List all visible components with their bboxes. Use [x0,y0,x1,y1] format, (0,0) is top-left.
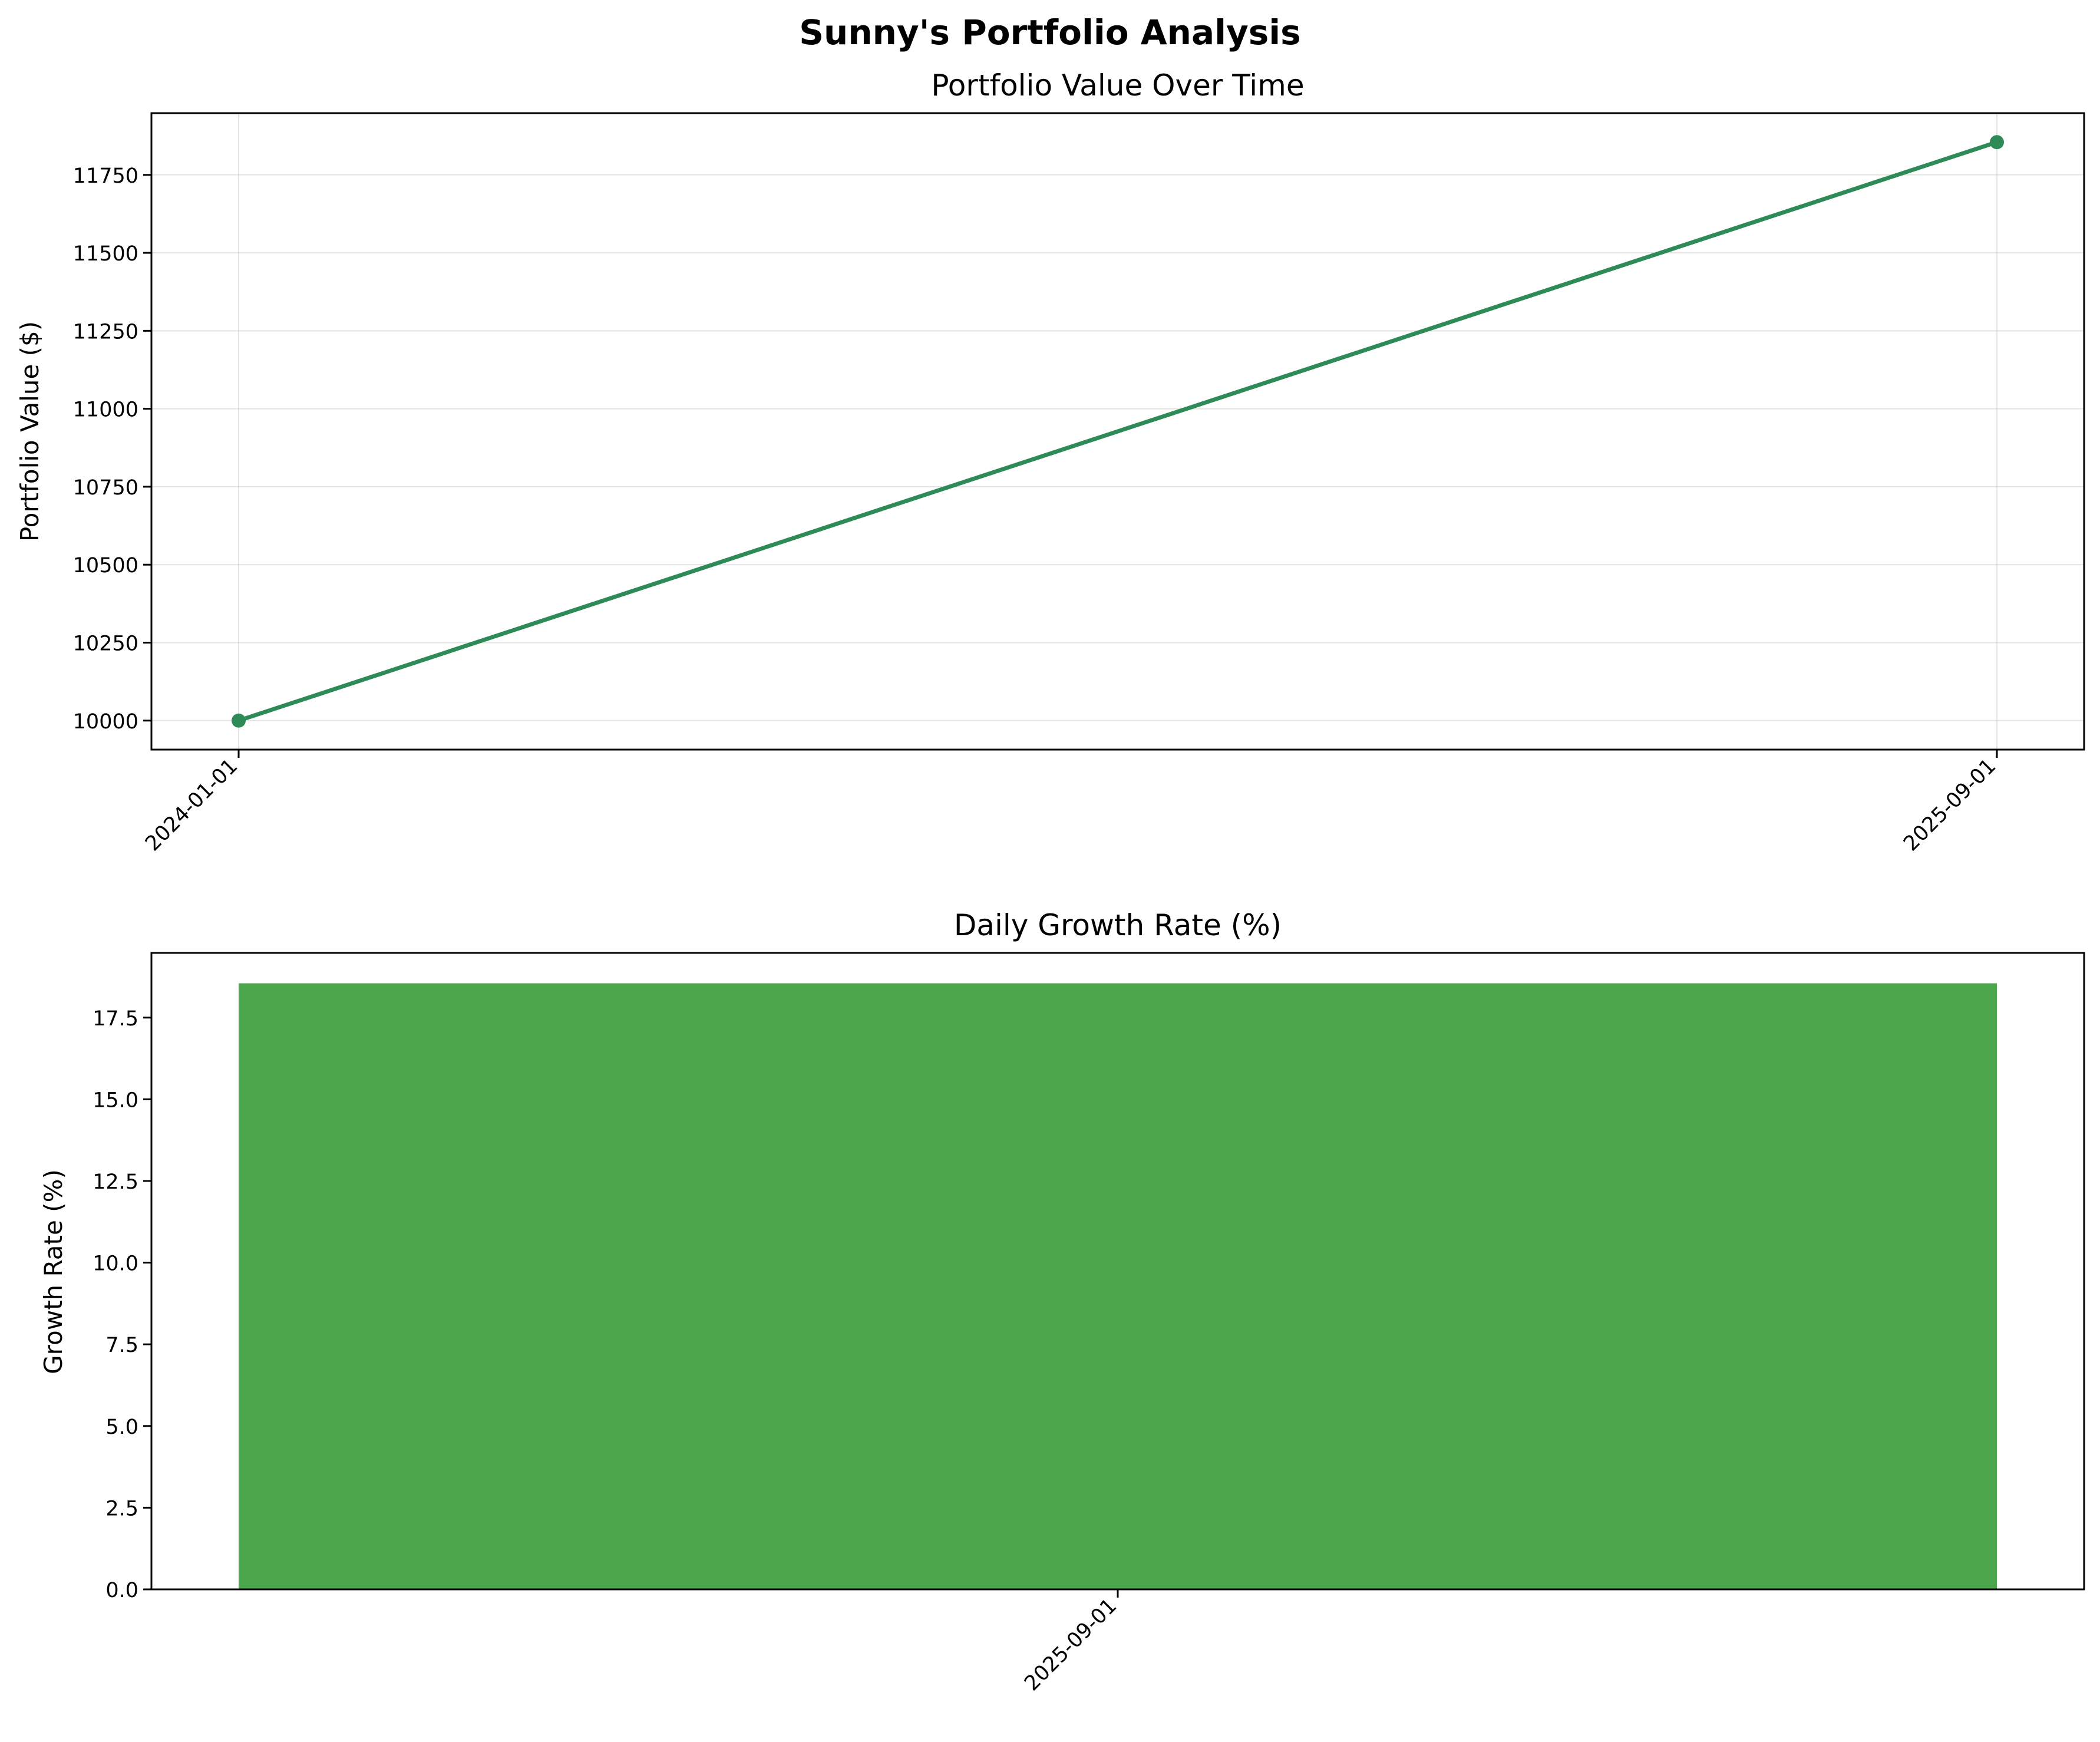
bar-chart-y-tick-label: 7.5 [105,1334,138,1357]
line-chart-y-tick-label: 10750 [73,476,138,500]
bar-chart-bars [239,983,1997,1589]
line-chart-data-point [232,713,246,728]
line-chart-data-point [1990,135,2004,150]
bar-chart-y-tick-label: 2.5 [105,1497,138,1520]
bar-chart-frame [150,952,2085,1591]
line-chart-frame [150,112,2085,751]
bar-chart-y-tick-label: 17.5 [93,1007,138,1031]
bar-chart-y-tick-label: 5.0 [105,1416,138,1439]
line-chart: Portfolio Value Over Time Portfolio Valu… [15,68,2085,856]
line-chart-title: Portfolio Value Over Time [931,68,1304,103]
line-chart-y-tick-label: 11750 [73,164,138,188]
bar-chart-y-tick-label: 10.0 [93,1252,138,1276]
bar-chart-bar [239,983,1997,1589]
bar-chart-title: Daily Growth Rate (%) [954,908,1282,942]
line-chart-y-tick-label: 11000 [73,398,138,422]
line-chart-series-line [237,140,1998,723]
bar-chart-y-tick-label: 15.0 [93,1088,138,1112]
line-chart-series [232,135,2004,728]
bar-chart: Daily Growth Rate (%) Growth Rate (%) 0.… [39,908,2085,1695]
figure-title: Sunny's Portfolio Analysis [799,12,1300,52]
line-chart-y-ticks: 10000 10250 10500 10750 11000 11250 11500 11750 [73,164,151,734]
line-chart-y-tick-label: 10250 [73,632,138,656]
line-chart-y-tick-label: 10500 [73,554,138,578]
line-chart-y-tick-label: 11500 [73,242,138,266]
line-chart-y-axis-label: Portfolio Value ($) [15,321,44,542]
bar-chart-y-ticks: 0.0 2.5 5.0 7.5 10.0 12.5 15.0 17.5 [93,1007,151,1602]
bar-chart-y-axis-label: Growth Rate (%) [39,1169,68,1374]
line-chart-y-tick-label: 11250 [73,320,138,344]
bar-chart-y-tick-label: 0.0 [105,1579,138,1602]
bar-chart-y-tick-label: 12.5 [93,1170,138,1194]
line-chart-y-tick-label: 10000 [73,710,138,734]
